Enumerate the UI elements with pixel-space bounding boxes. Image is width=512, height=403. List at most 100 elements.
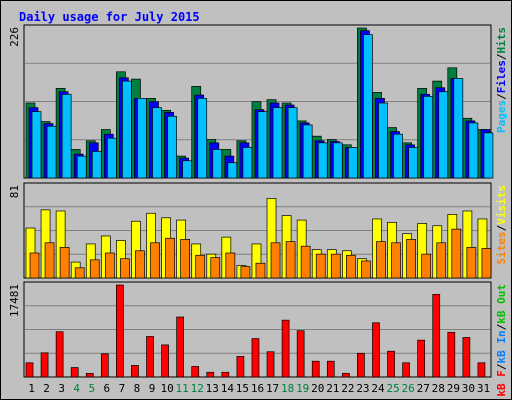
bar (326, 360, 335, 378)
bar (251, 338, 260, 378)
bar (361, 260, 371, 279)
x-tick-label: 17 (266, 382, 279, 395)
bar (417, 339, 426, 378)
bar (212, 149, 223, 179)
bar (146, 336, 154, 378)
bar (421, 253, 432, 279)
x-tick-label: 7 (119, 382, 126, 395)
bar (281, 319, 290, 378)
bar (406, 239, 416, 279)
bar (423, 96, 434, 179)
legend: Sites/Visits (495, 185, 508, 265)
bar (61, 94, 72, 179)
bar (477, 362, 486, 378)
bar (408, 147, 418, 179)
bar (330, 253, 341, 279)
bar (182, 160, 192, 179)
bar (393, 133, 403, 179)
bar (348, 147, 358, 179)
x-tick-label: 13 (206, 382, 219, 395)
bar (176, 316, 184, 378)
bar (91, 151, 102, 179)
bar (191, 366, 200, 378)
bar (240, 266, 251, 279)
bar (285, 241, 296, 279)
bar (342, 372, 350, 378)
chart-title: Daily usage for July 2015 (19, 10, 200, 24)
x-tick-label: 22 (341, 382, 354, 395)
bar (272, 107, 283, 179)
bar (317, 142, 328, 179)
bar (402, 362, 410, 378)
bar (453, 78, 464, 179)
bar (85, 372, 94, 378)
y-max-label: 81 (8, 185, 21, 198)
series-sites (29, 228, 492, 279)
x-tick-label: 6 (104, 382, 111, 395)
series-pages (31, 34, 494, 179)
legend-entry: kB In (495, 330, 508, 363)
legend-entry: / (495, 323, 508, 330)
bar (120, 258, 130, 279)
bar (40, 352, 49, 378)
x-tick-label: 4 (73, 382, 80, 395)
bar (432, 294, 441, 378)
bar (296, 330, 305, 378)
y-max-label: 17481 (8, 284, 21, 317)
bar (315, 253, 326, 279)
bar (236, 356, 245, 378)
x-tick-label: 18 (281, 382, 294, 395)
x-tick-label: 24 (371, 382, 385, 395)
x-tick-label: 31 (477, 382, 490, 395)
bar (242, 147, 253, 179)
bar (74, 267, 85, 279)
y-max-label: 226 (8, 27, 21, 47)
x-tick-label: 9 (149, 382, 156, 395)
x-tick-label: 2 (43, 382, 50, 395)
bar (70, 367, 79, 378)
x-tick-label: 23 (356, 382, 369, 395)
bar (438, 91, 449, 179)
legend-entry: kB F (495, 370, 508, 397)
x-tick-label: 14 (221, 382, 235, 395)
bar (195, 254, 206, 279)
bar (122, 80, 132, 179)
bar (483, 132, 494, 179)
x-tick-label: 3 (58, 382, 65, 395)
bar (481, 248, 492, 279)
x-tick-label: 20 (311, 382, 324, 395)
bar (135, 250, 145, 279)
bar (257, 111, 268, 179)
bar (227, 162, 238, 179)
legend-entry: / (495, 363, 508, 370)
bar (266, 351, 275, 378)
bar (137, 98, 147, 179)
bar (462, 337, 471, 378)
bar (46, 125, 57, 179)
bar (451, 228, 462, 279)
bar (167, 115, 177, 179)
bar (300, 245, 311, 279)
bar (197, 98, 208, 179)
bar (332, 142, 343, 179)
legend: Pages/Files/Hits (495, 27, 508, 133)
bar (210, 257, 221, 279)
x-tick-label: 11 (176, 382, 189, 395)
bar (302, 124, 313, 179)
legend-entry: / (495, 224, 508, 231)
legend: kB F/kB In/kB Out (495, 284, 508, 397)
bar (466, 246, 477, 279)
bar (436, 242, 447, 279)
x-tick-label: 29 (447, 382, 460, 395)
x-tick-label: 26 (402, 382, 415, 395)
bar (59, 246, 70, 279)
x-axis-labels: 1 2 3 4 5 6 7 8 9 10 11 12 13 14 15 16 17 18 19 20 21 22 23 24 2… (28, 382, 490, 395)
bar (357, 352, 365, 378)
bar (447, 331, 456, 378)
x-tick-label: 15 (236, 382, 249, 395)
bar (387, 350, 395, 378)
x-tick-label: 28 (432, 382, 445, 395)
bar (391, 242, 401, 279)
